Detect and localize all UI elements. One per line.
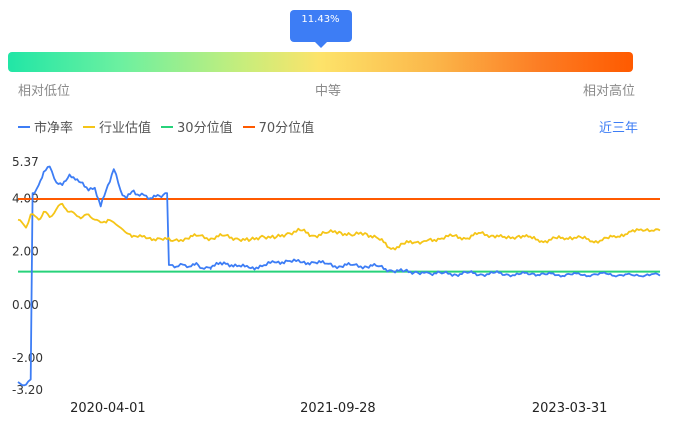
pb-ratio-line (17, 165, 661, 387)
y-tick-label: 0.00 (12, 298, 39, 312)
x-tick-label: 2020-04-01 (70, 401, 146, 416)
y-tick-label: -3.20 (12, 383, 43, 397)
x-tick-label: 2023-03-31 (532, 401, 608, 416)
gauge-label-low: 相对低位 (18, 84, 71, 99)
legend-swatch (18, 125, 30, 128)
percentile-tooltip: 11.43% (289, 10, 352, 42)
legend-item-pb[interactable]: 市净率 (18, 117, 73, 136)
legend-label: 行业估值 (99, 121, 152, 136)
tooltip-arrow (313, 41, 328, 48)
chart-legend: 市净率 行业估值 30分位值 70分位值 (18, 117, 324, 136)
legend-swatch (161, 125, 174, 128)
range-selector-3y[interactable]: 近三年 (599, 121, 639, 136)
legend-label: 30分位值 (177, 121, 233, 136)
legend-swatch (83, 125, 96, 128)
legend-item-p30[interactable]: 30分位值 (161, 117, 233, 136)
y-tick-label: -2.00 (12, 351, 43, 365)
y-tick-label: 5.37 (12, 155, 39, 169)
legend-label: 市净率 (34, 121, 74, 136)
x-tick-label: 2021-09-28 (300, 401, 376, 416)
y-tick-label: 2.00 (12, 245, 39, 259)
gauge-label-mid: 中等 (315, 84, 342, 99)
percentile-gauge-bar (8, 52, 633, 72)
industry-valuation-line (17, 202, 661, 251)
legend-item-p70[interactable]: 70分位值 (242, 117, 315, 136)
gauge-label-high: 相对高位 (583, 84, 636, 99)
legend-item-industry[interactable]: 行业估值 (83, 117, 151, 136)
legend-label: 70分位值 (258, 121, 315, 136)
legend-swatch (242, 125, 255, 128)
